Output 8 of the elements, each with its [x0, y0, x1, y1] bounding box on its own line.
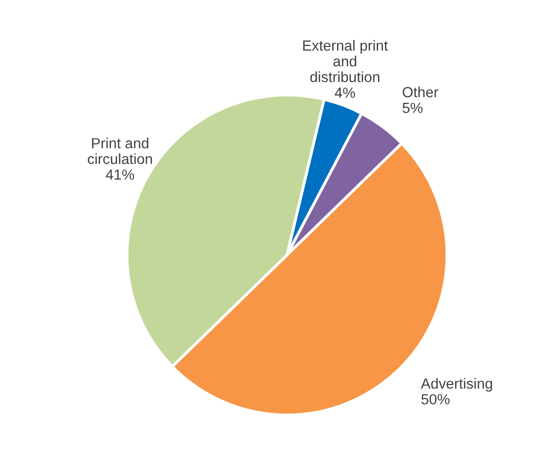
data-label: 5%	[402, 102, 423, 114]
slice-label: Advertising	[420, 378, 492, 392]
data-label: 41%	[106, 170, 134, 180]
slice-label: Other	[402, 86, 438, 98]
data-label: 4%	[334, 88, 356, 98]
slice-label: External print and distribution	[303, 40, 388, 82]
data-label: 50%	[421, 394, 450, 404]
slice-label: Print and circulation	[88, 138, 152, 164]
